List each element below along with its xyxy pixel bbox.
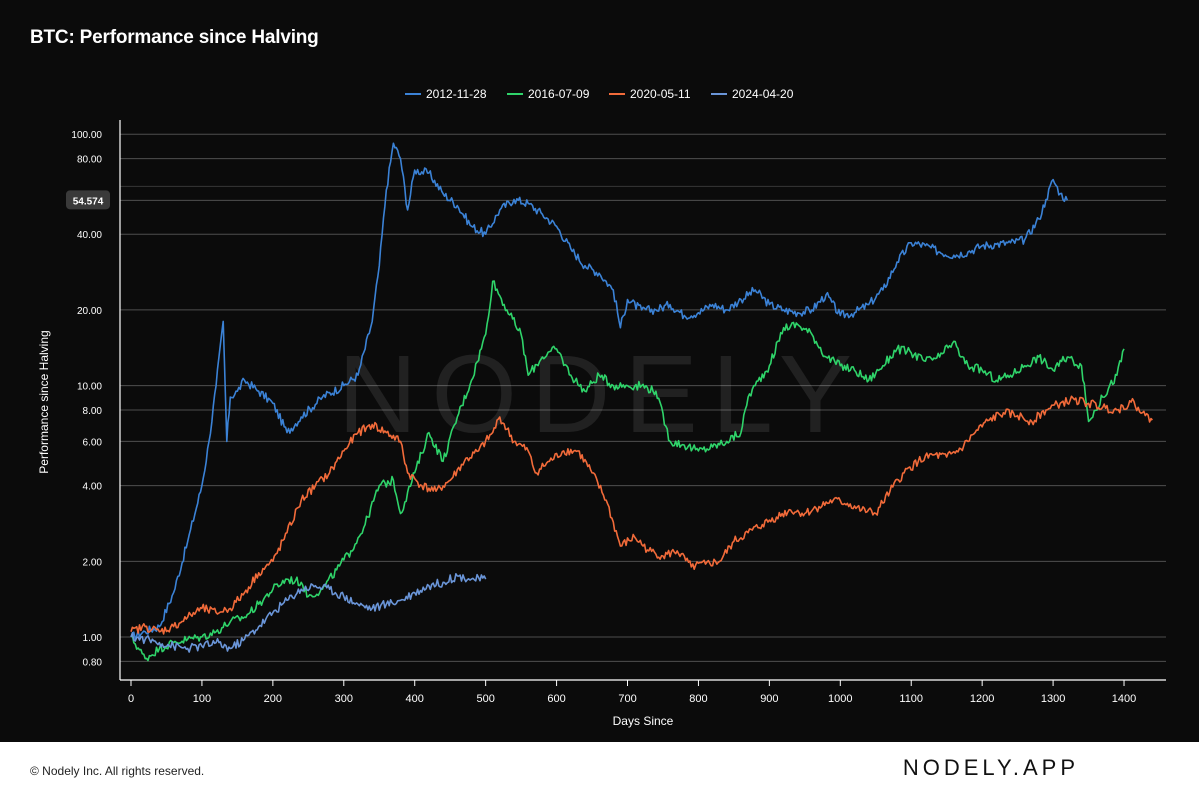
axis-ticks: 0.80 1.00 2.00 4.00 6.00 8.00 10.00 20.00 40.00 8… [71,130,1136,705]
footer-brand-logo[interactable]: NODELY.APP [902,755,1079,780]
legend-label: 2016-07-09 [528,87,590,101]
marker-badge [66,190,110,210]
y-tick-label: 20.00 [77,306,102,317]
x-tick-label: 300 [335,693,353,705]
x-tick-label: 600 [547,693,565,705]
watermark: NODELY [338,333,866,456]
legend-label: 2012-11-28 [426,87,487,101]
y-tick-label: 1.00 [83,633,103,644]
x-tick-label: 400 [406,693,424,705]
x-tick-label: 700 [618,693,636,705]
series-line-2016-07-09 [130,280,1125,662]
chart-panel [0,0,1199,742]
x-tick-label: 1300 [1041,693,1065,705]
footer-copyright: © Nodely Inc. All rights reserved. [30,764,205,778]
y-axis-label: Performance since Halving [37,330,51,473]
legend-label: 2020-05-11 [630,87,691,101]
y-tick-label: 8.00 [83,406,103,417]
legend-item-2012-11-28[interactable]: 2012-11-28 [405,87,487,101]
y-tick-label: 80.00 [77,155,102,166]
x-tick-label: 0 [128,693,134,705]
current-value-marker: 54.574 [66,190,110,210]
y-tick-label: 100.00 [71,130,102,141]
x-tick-label: 200 [264,693,282,705]
x-tick-label: 100 [193,693,211,705]
legend-item-2024-04-20[interactable]: 2024-04-20 [711,87,794,101]
legend-item-2020-05-11[interactable]: 2020-05-11 [609,87,691,101]
chart-svg: NODELY 0.80 1.00 2.00 4.00 6.00 8.00 10.00 20.0… [37,87,1166,728]
watermark-text: NODELY [338,333,866,456]
series-line-2020-05-11 [130,395,1153,635]
marker-value-label: 54.574 [73,196,104,207]
series-line-2024-04-20 [130,572,487,653]
x-tick-label: 900 [760,693,778,705]
y-tick-label: 4.00 [83,482,103,493]
page-title: BTC: Performance since Halving [30,27,319,48]
series-line-2012-11-28 [130,142,1069,641]
legend-item-2016-07-09[interactable]: 2016-07-09 [507,87,590,101]
legend-label: 2024-04-20 [732,87,794,101]
x-tick-label: 1100 [899,693,923,705]
x-tick-label: 800 [689,693,707,705]
x-tick-label: 500 [476,693,494,705]
axes [119,120,1166,681]
x-tick-label: 1000 [828,693,852,705]
legend[interactable]: 2012-11-28 2016-07-09 2020-05-11 2024-04-20 [405,87,794,101]
y-tick-label: 6.00 [83,437,103,448]
y-tick-label: 40.00 [77,230,102,241]
y-tick-label: 2.00 [83,557,103,568]
series-lines [130,142,1153,662]
y-tick-label: 10.00 [77,382,102,393]
x-tick-label: 1400 [1112,693,1136,705]
x-tick-label: 1200 [970,693,994,705]
x-axis-label: Days Since [613,714,674,728]
y-tick-label: 0.80 [83,657,103,668]
